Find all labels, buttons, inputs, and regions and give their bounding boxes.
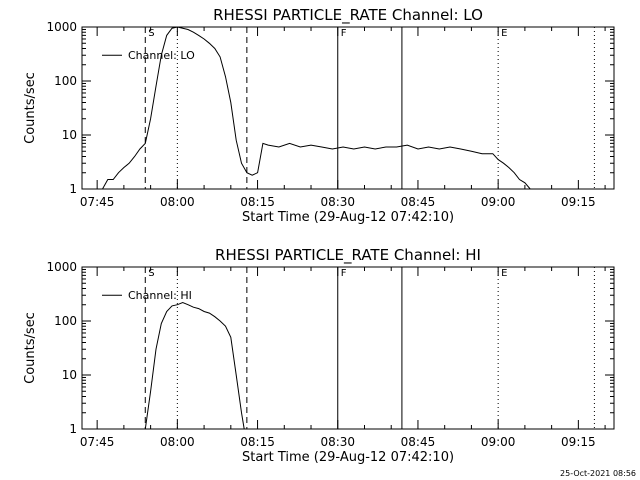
plot2-x-tick-label: 09:00 xyxy=(481,435,516,449)
plot2-x-tick-label: 08:30 xyxy=(320,435,355,449)
plot2-x-tick-label: 08:15 xyxy=(240,435,275,449)
plot1-x-tick-label: 07:45 xyxy=(80,195,115,209)
plot1-x-tick-label: 09:00 xyxy=(481,195,516,209)
plot2-marker-label-e: E xyxy=(501,268,507,279)
plot1-x-tick-label: 08:45 xyxy=(401,195,436,209)
plot1-plot-frame xyxy=(81,26,615,190)
plot2-x-axis-label: Start Time (29-Aug-12 07:42:10) xyxy=(242,450,454,465)
plot2-title: RHESSI PARTICLE_RATE Channel: HI xyxy=(215,246,481,265)
plot1-x-tick-label: 08:00 xyxy=(160,195,195,209)
plot1-y-tick-label: 100 xyxy=(54,74,77,88)
plot1-x-tick-label: 08:30 xyxy=(320,195,355,209)
plot1-marker-label-e: E xyxy=(501,28,507,39)
plot2-marker-label-f: F xyxy=(341,268,347,279)
plot1-y-tick-label: 1 xyxy=(69,182,77,196)
plot2-x-tick-label: 08:00 xyxy=(160,435,195,449)
plot2-y-axis-label: Counts/sec xyxy=(23,312,38,384)
plot2-legend-label: Channel: HI xyxy=(128,289,192,302)
plot2-x-tick-label: 07:45 xyxy=(80,435,115,449)
plot2-plot-frame xyxy=(81,266,615,430)
plot1-y-axis-label: Counts/sec xyxy=(23,72,38,144)
plot1-series-line xyxy=(102,26,584,190)
plot2-x-tick-label: 08:45 xyxy=(401,435,436,449)
plot-timestamp: 25-Oct-2021 08:56 xyxy=(560,469,636,478)
plot2-marker-label-s: S xyxy=(148,268,154,279)
plot1-y-tick-label: 10 xyxy=(62,128,77,142)
plot1-x-tick-label: 09:15 xyxy=(561,195,596,209)
plot1-x-tick-label: 08:15 xyxy=(240,195,275,209)
plot1-y-tick-label: 1000 xyxy=(46,20,77,34)
plot2-y-tick-label: 1000 xyxy=(46,260,77,274)
plot2-x-tick-label: 09:15 xyxy=(561,435,596,449)
plot1-marker-label-s: S xyxy=(148,28,154,39)
plot1-x-axis-label: Start Time (29-Aug-12 07:42:10) xyxy=(242,210,454,225)
plot1-legend-label: Channel: LO xyxy=(128,49,195,62)
plot2-series-line xyxy=(144,301,245,430)
plot2-y-tick-label: 100 xyxy=(54,314,77,328)
plot1-title: RHESSI PARTICLE_RATE Channel: LO xyxy=(213,6,483,25)
plot1-marker-label-f: F xyxy=(341,28,347,39)
plot2-y-tick-label: 10 xyxy=(62,368,77,382)
plot2-y-tick-label: 1 xyxy=(69,422,77,436)
